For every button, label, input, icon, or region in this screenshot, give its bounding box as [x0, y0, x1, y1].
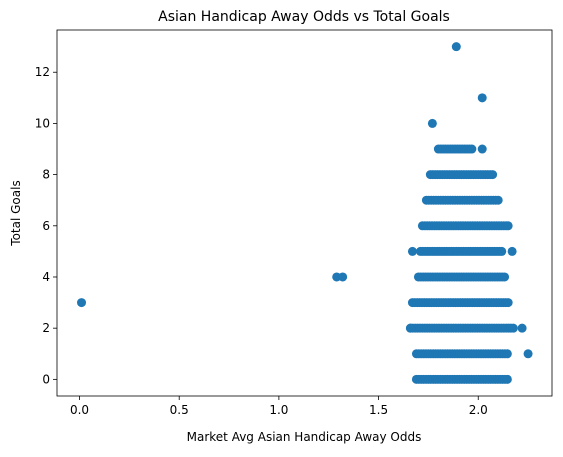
- scatter-point: [503, 298, 513, 308]
- scatter-point: [502, 349, 512, 359]
- scatter-point: [405, 323, 415, 333]
- scatter-point: [451, 42, 461, 52]
- scatter-point: [503, 221, 513, 231]
- x-axis-label: Market Avg Asian Handicap Away Odds: [187, 430, 422, 444]
- y-tick-label: 12: [35, 65, 50, 79]
- scatter-point: [502, 374, 512, 384]
- scatter-point: [467, 144, 477, 154]
- scatter-point: [508, 323, 518, 333]
- scatter-point: [427, 118, 437, 128]
- scatter-point: [507, 246, 517, 256]
- scatter-point: [517, 323, 527, 333]
- y-tick-label: 8: [42, 168, 50, 182]
- scatter-point: [477, 93, 487, 103]
- scatter-point: [500, 272, 510, 282]
- y-tick-label: 4: [42, 270, 50, 284]
- x-tick-label: 1.5: [369, 403, 388, 417]
- y-tick-label: 10: [35, 116, 50, 130]
- y-axis-label: Total Goals: [9, 180, 23, 246]
- scatter-point: [407, 246, 417, 256]
- scatter-point: [77, 298, 87, 308]
- scatter-point: [477, 144, 487, 154]
- plot-frame: [56, 29, 553, 397]
- x-tick-label: 1.0: [269, 403, 288, 417]
- y-tick-label: 2: [42, 321, 50, 335]
- y-tick-label: 6: [42, 219, 50, 233]
- scatter-point: [488, 170, 498, 180]
- chart-title: Asian Handicap Away Odds vs Total Goals: [158, 9, 450, 25]
- scatter-point: [497, 246, 507, 256]
- scatter-point: [493, 195, 503, 205]
- scatter-point: [523, 349, 533, 359]
- x-tick-label: 0.5: [170, 403, 189, 417]
- y-tick-label: 0: [42, 372, 50, 386]
- x-axis: 0.0 0.5 1.0 1.5 2.0: [70, 396, 488, 417]
- x-tick-label: 0.0: [70, 403, 89, 417]
- x-tick-label: 2.0: [469, 403, 488, 417]
- y-axis: 0 2 4 6 8 10 12: [35, 65, 57, 386]
- scatter-point: [338, 272, 348, 282]
- points-layer: [77, 42, 533, 384]
